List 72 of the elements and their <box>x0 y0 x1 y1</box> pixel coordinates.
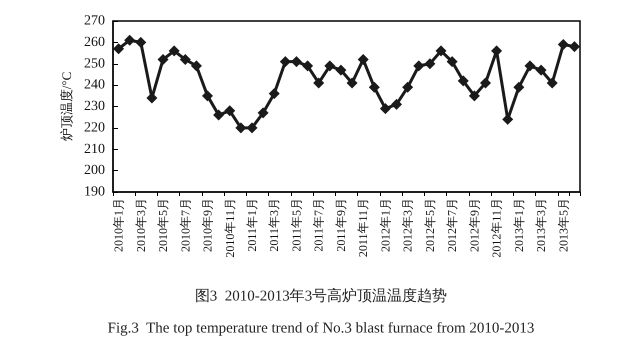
point <box>246 122 258 134</box>
point <box>413 60 424 72</box>
point <box>124 34 136 46</box>
x-tick-label: 2012年11月 <box>490 198 504 258</box>
point <box>113 43 124 54</box>
point <box>368 82 380 93</box>
y-axis-title: 炉顶温度/°C <box>59 72 74 142</box>
x-tick-label: 2010年9月 <box>200 198 215 252</box>
point <box>158 54 169 65</box>
text: Fig.3 The top temperature trend of No.3 blast furnace from 2010-2013 <box>108 320 534 336</box>
x-tick-label: 2011年1月 <box>244 198 259 252</box>
point <box>446 56 458 68</box>
point <box>391 98 402 110</box>
point <box>202 90 214 102</box>
point <box>513 82 524 93</box>
y-tick-label: 230 <box>84 99 105 114</box>
y-tick-label: 210 <box>84 142 105 157</box>
y-tick-label: 260 <box>84 34 105 50</box>
text: 图3 2010-2013年3号高炉顶温温度趋势 <box>194 288 448 304</box>
point <box>402 82 414 93</box>
x-tick-label: 2013年5月 <box>556 198 570 252</box>
x-tick-label: 2012年3月 <box>400 198 415 252</box>
point <box>258 107 269 118</box>
y-tick-label: 240 <box>84 78 105 93</box>
y-tick-label: 270 <box>84 14 105 28</box>
x-tick-label: 2013年1月 <box>512 198 526 252</box>
point <box>324 60 336 72</box>
point <box>546 77 558 88</box>
point <box>536 64 547 76</box>
point <box>335 64 346 76</box>
point <box>358 54 369 65</box>
point <box>436 45 447 56</box>
x-tick-label: 2010年1月 <box>112 198 126 252</box>
x-tick-label: 2013年3月 <box>534 198 548 252</box>
point <box>346 77 358 88</box>
x-tick-label: 2011年7月 <box>312 198 326 252</box>
point <box>190 60 202 72</box>
y-tick-label: 220 <box>84 120 105 136</box>
y-tick-label: 200 <box>84 163 105 178</box>
x-tick-label: 2010年7月 <box>178 198 192 252</box>
point <box>268 88 280 100</box>
y-tick-label: 250 <box>84 56 105 72</box>
x-tick-label: 2011年5月 <box>289 198 304 252</box>
point <box>480 77 491 88</box>
point <box>424 58 436 70</box>
point <box>168 45 180 56</box>
point <box>290 56 302 68</box>
x-tick-label: 2012年1月 <box>378 198 392 252</box>
point <box>302 60 314 72</box>
point <box>458 75 469 86</box>
x-tick-label: 2011年3月 <box>267 198 282 252</box>
x-tick-label: 2010年5月 <box>156 198 170 252</box>
point <box>468 90 480 102</box>
point <box>380 103 391 114</box>
x-tick-label: 2011年9月 <box>334 198 348 252</box>
point <box>524 60 536 72</box>
point <box>213 110 224 121</box>
x-tick-label: 2011年11月 <box>356 198 370 258</box>
point <box>235 122 246 134</box>
point <box>135 36 146 48</box>
y-tick-label: 190 <box>84 184 105 200</box>
point <box>180 54 191 65</box>
x-tick-label: 2012年7月 <box>445 198 460 252</box>
x-tick-label: 2010年11月 <box>222 198 237 258</box>
x-tick-label: 2010年3月 <box>134 198 148 252</box>
point <box>280 56 291 68</box>
point <box>313 77 324 88</box>
x-tick-label: 2012年5月 <box>422 198 437 252</box>
point <box>558 39 569 50</box>
x-tick-label: 2012年9月 <box>467 198 482 252</box>
point <box>224 105 236 116</box>
point <box>568 41 580 52</box>
